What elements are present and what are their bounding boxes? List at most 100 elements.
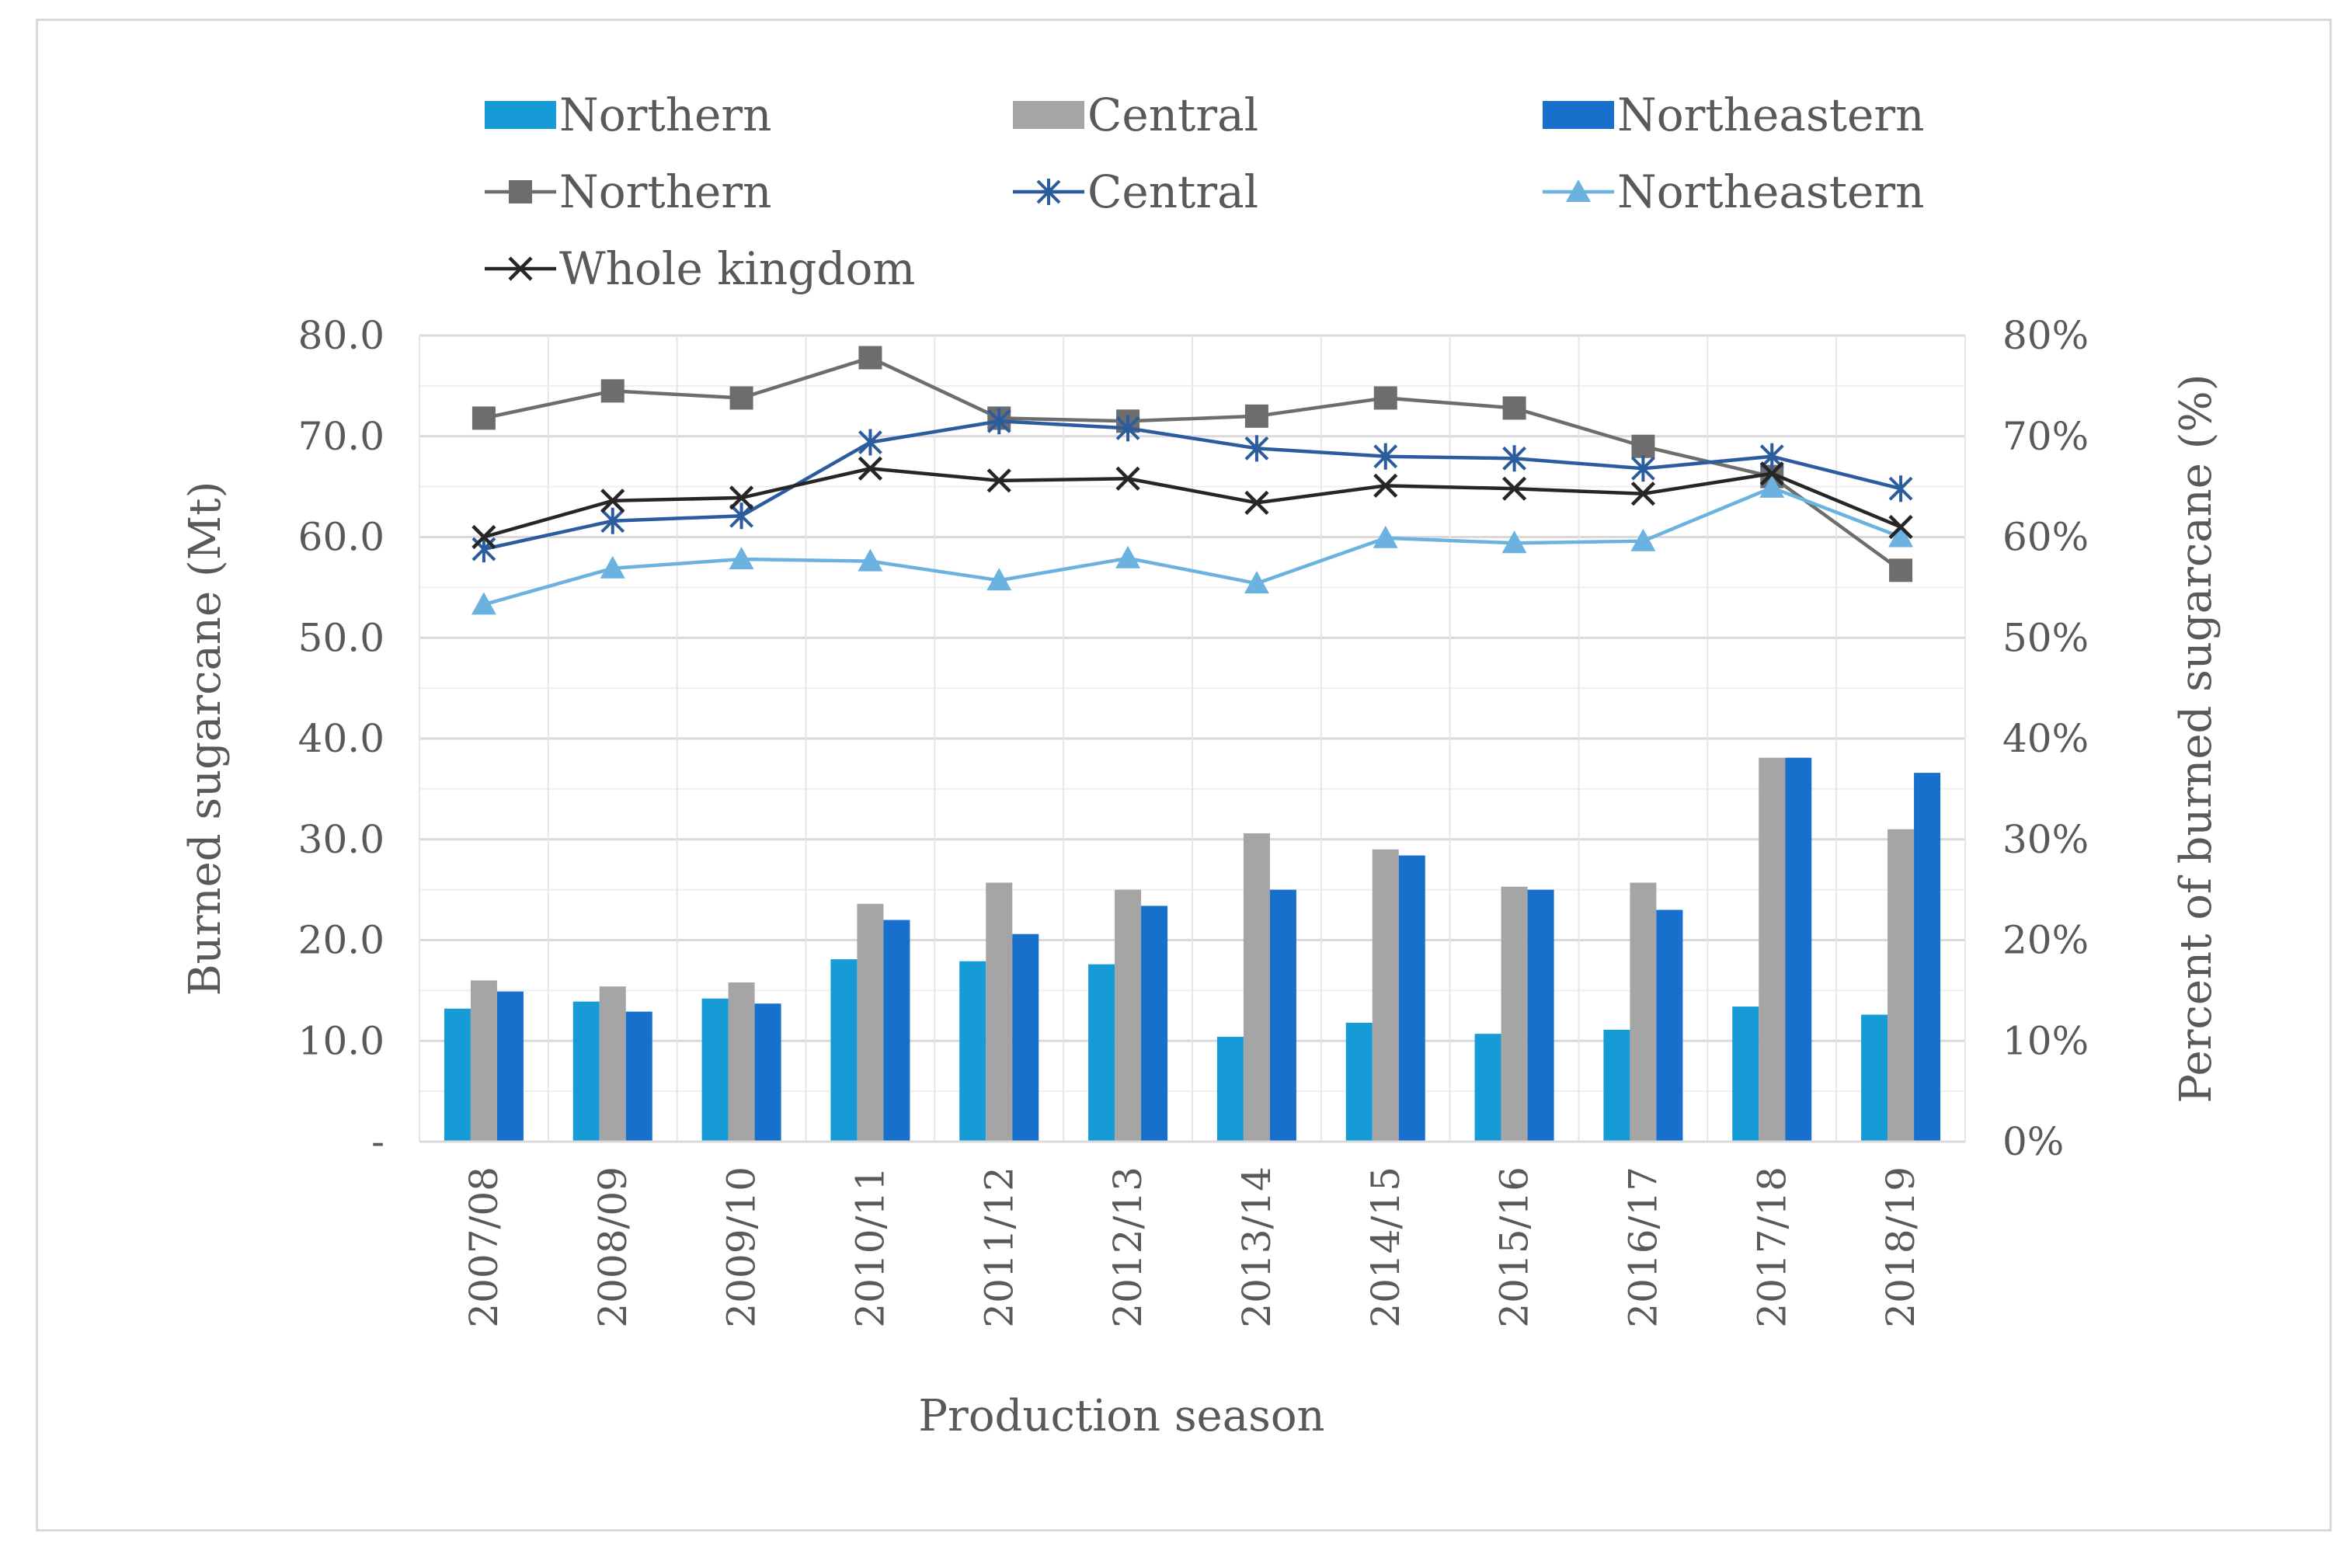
line-series-northeastern (471, 475, 1914, 615)
marker-central (1115, 415, 1140, 442)
bar-northern (444, 1008, 471, 1142)
marker-central (729, 502, 753, 530)
marker-central (1502, 445, 1526, 472)
marker-central (600, 507, 625, 534)
bar-northeastern (496, 991, 524, 1142)
x-tick-label: 2013/14 (1234, 1166, 1279, 1328)
line-series (471, 346, 1914, 615)
marker-whole-kingdom (986, 468, 1011, 493)
marker-central (1373, 443, 1398, 470)
marker-northeastern (1115, 545, 1141, 568)
bar-central (1630, 882, 1657, 1142)
bar-northeastern (754, 1003, 781, 1142)
y-left-tick-label: - (371, 1119, 384, 1164)
bars (444, 757, 1941, 1142)
legend-label: Northern (559, 165, 771, 218)
y-left-tick-label: 60.0 (298, 515, 384, 560)
y-right-tick-label: 60% (2002, 515, 2089, 560)
line-northern (483, 356, 1902, 572)
marker-northern (858, 346, 882, 370)
legend-label: Northeastern (1617, 165, 1924, 218)
bar-central (599, 986, 626, 1142)
bar-northern (1216, 1037, 1244, 1142)
legend-swatch-northeastern (1543, 101, 1614, 129)
marker-northeastern (1630, 528, 1656, 551)
marker-whole-kingdom (1115, 466, 1140, 491)
bar-central (1501, 886, 1528, 1142)
bar-central (986, 882, 1013, 1142)
x-tick-label: 2016/17 (1620, 1166, 1665, 1328)
legend-swatch-northern (485, 101, 556, 129)
marker-northeastern (1244, 571, 1269, 594)
bar-northeastern (1656, 909, 1683, 1142)
marker-whole-kingdom (858, 456, 883, 481)
bar-central (470, 980, 497, 1142)
marker-central (1759, 443, 1784, 470)
marker-northern (729, 386, 753, 410)
y-left-tick-label: 30.0 (298, 817, 384, 862)
bar-northern (1474, 1034, 1501, 1142)
marker-northeastern (858, 548, 883, 572)
bar-central (1759, 757, 1786, 1142)
x-tick-label: 2015/16 (1492, 1166, 1537, 1328)
x-axis-title: Production season (918, 1391, 1324, 1441)
legend-item-line-whole-kingdom: Whole kingdom (485, 242, 915, 295)
marker-whole-kingdom (471, 524, 496, 550)
legend-label: Northeastern (1617, 89, 1924, 141)
legend-marker-central (1036, 179, 1061, 205)
bar-northeastern (1269, 889, 1296, 1142)
marker-whole-kingdom (1888, 514, 1913, 540)
y-left-tick-label: 50.0 (298, 615, 384, 660)
x-tick-label: 2010/11 (847, 1166, 892, 1328)
marker-northern (471, 406, 496, 430)
legend-item-bar-northeastern: Northeastern (1543, 89, 1924, 141)
legend-label: Central (1087, 165, 1258, 218)
y-right-tick-label: 30% (2002, 817, 2089, 862)
y-left-tick-label: 80.0 (298, 313, 384, 358)
marker-northeastern (1888, 524, 1914, 548)
y-right-tick-label: 0% (2002, 1119, 2064, 1164)
bar-northeastern (1141, 906, 1168, 1142)
line-northeastern (483, 485, 1901, 607)
legend-marker-northeastern (1566, 179, 1591, 202)
marker-northern (1631, 434, 1655, 458)
y-right-tick-label: 10% (2002, 1018, 2089, 1063)
marker-northeastern (1373, 525, 1398, 548)
line-series-central (471, 408, 1913, 563)
bar-northern (1603, 1029, 1630, 1142)
legend-label: Northern (559, 89, 771, 141)
marker-northeastern (1501, 530, 1527, 554)
x-tick-label: 2011/12 (976, 1166, 1021, 1328)
marker-whole-kingdom (729, 485, 754, 510)
bar-northeastern (625, 1011, 652, 1142)
bar-central (1372, 849, 1399, 1142)
legend-label: Central (1087, 89, 1258, 141)
legend-item-bar-northern: Northern (485, 89, 771, 141)
marker-northeastern (600, 555, 625, 579)
legend-item-line-northern: Northern (485, 165, 771, 218)
y-right-tick-label: 80% (2002, 313, 2089, 358)
y-right-tick-label: 50% (2002, 615, 2089, 660)
y-left-tick-label: 70.0 (298, 414, 384, 459)
marker-northeastern (471, 592, 496, 615)
bar-northeastern (883, 920, 910, 1142)
x-tick-label: 2017/18 (1749, 1166, 1794, 1328)
bar-northeastern (1785, 757, 1812, 1142)
marker-northeastern (729, 547, 754, 570)
legend: Northern Central Northeastern Northern Centr… (485, 89, 1924, 295)
bar-northern (1088, 964, 1115, 1142)
axes: - 10.0 20.0 30.0 40.0 50.0 60.0 70.0 80.0 0% 10% 20… (180, 313, 2222, 1441)
bar-central (1888, 829, 1915, 1142)
marker-northern (1502, 396, 1526, 420)
marker-whole-kingdom (1501, 476, 1527, 501)
chart-frame (36, 19, 2332, 1531)
x-tick-label: 2012/13 (1105, 1166, 1150, 1328)
bar-northern (1861, 1014, 1888, 1142)
bar-northern (959, 961, 986, 1142)
x-tick-label: 2014/15 (1363, 1166, 1408, 1328)
legend-item-line-central: Central (1013, 165, 1258, 218)
marker-whole-kingdom (600, 488, 625, 513)
legend-label: Whole kingdom (559, 242, 915, 295)
marker-central (1244, 435, 1269, 462)
